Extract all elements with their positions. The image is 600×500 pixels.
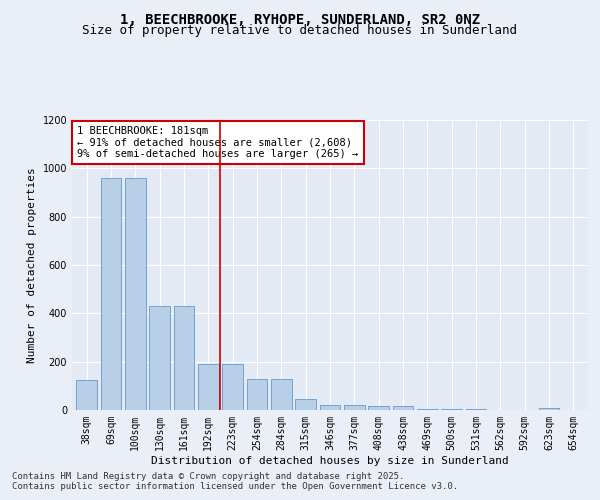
Bar [173,306,194,410]
Bar [320,405,340,410]
X-axis label: Distribution of detached houses by size in Sunderland: Distribution of detached houses by size … [151,456,509,466]
Bar [392,406,413,410]
Bar [368,406,389,410]
Y-axis label: Number of detached properties: Number of detached properties [27,167,37,363]
Bar [295,399,316,410]
Bar [344,405,365,410]
Bar [198,364,218,410]
Text: Size of property relative to detached houses in Sunderland: Size of property relative to detached ho… [83,24,517,37]
Text: Contains public sector information licensed under the Open Government Licence v3: Contains public sector information licen… [12,482,458,491]
Text: Contains HM Land Registry data © Crown copyright and database right 2025.: Contains HM Land Registry data © Crown c… [12,472,404,481]
Bar [125,178,146,410]
Bar [247,378,268,410]
Bar [76,380,97,410]
Bar [466,409,487,410]
Text: 1, BEECHBROOKE, RYHOPE, SUNDERLAND, SR2 0NZ: 1, BEECHBROOKE, RYHOPE, SUNDERLAND, SR2 … [120,12,480,26]
Text: 1 BEECHBROOKE: 181sqm
← 91% of detached houses are smaller (2,608)
9% of semi-de: 1 BEECHBROOKE: 181sqm ← 91% of detached … [77,126,358,159]
Bar [101,178,121,410]
Bar [222,364,243,410]
Bar [271,378,292,410]
Bar [149,306,170,410]
Bar [539,408,559,410]
